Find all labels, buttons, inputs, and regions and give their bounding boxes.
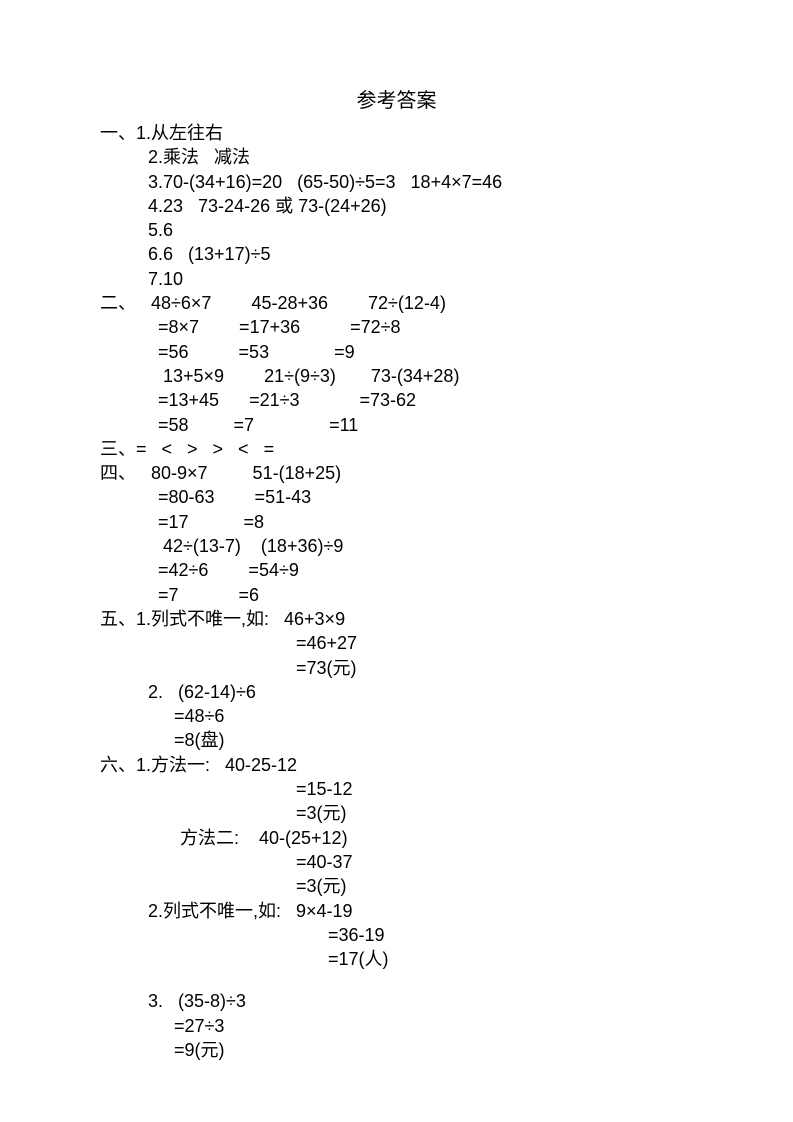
section6-p1-line1: 六、1.方法一: 40-25-12 — [100, 753, 693, 777]
section2-row5: =13+45 =21÷3 =73-62 — [100, 388, 693, 412]
section6-p1-l5: =40-37 — [100, 850, 693, 874]
section6-p2-l2: =36-19 — [100, 923, 693, 947]
section4-row3: =17 =8 — [100, 510, 693, 534]
section5-p1-l2: =46+27 — [100, 631, 693, 655]
page-title: 参考答案 — [100, 88, 693, 115]
section4-row1: 80-9×7 51-(18+25) — [136, 463, 341, 483]
section1-line1: 一、1.从左往右 — [100, 121, 693, 145]
section5-p1-l3: =73(元) — [100, 656, 693, 680]
section2-row3: =56 =53 =9 — [100, 340, 693, 364]
section6-p3-l1: 3. (35-8)÷3 — [100, 989, 693, 1013]
section4-row2: =80-63 =51-43 — [100, 485, 693, 509]
section2-row1: 48÷6×7 45-28+36 72÷(12-4) — [136, 293, 446, 313]
section1-item6: 6.6 (13+17)÷5 — [100, 242, 693, 266]
section4-line1: 四、 80-9×7 51-(18+25) — [100, 461, 693, 485]
section2-line1: 二、 48÷6×7 45-28+36 72÷(12-4) — [100, 291, 693, 315]
section5-p2-l3: =8(盘) — [100, 728, 693, 752]
section1-item2: 2.乘法 减法 — [100, 145, 693, 169]
section3-content: = < > > < = — [136, 439, 274, 459]
section1-item4: 4.23 73-24-26 或 73-(24+26) — [100, 194, 693, 218]
section6-p1-l1: 1.方法一: 40-25-12 — [136, 755, 297, 775]
section6-p3-l2: =27÷3 — [100, 1014, 693, 1038]
section6-p1-l3: =3(元) — [100, 801, 693, 825]
section5-p1-l1: 1.列式不唯一,如: 46+3×9 — [136, 609, 345, 629]
section1-item7: 7.10 — [100, 267, 693, 291]
section5-p2-l2: =48÷6 — [100, 704, 693, 728]
section1-item1: 1.从左往右 — [136, 123, 223, 143]
section5-p1-line1: 五、1.列式不唯一,如: 46+3×9 — [100, 607, 693, 631]
section1-item3: 3.70-(34+16)=20 (65-50)÷5=3 18+4×7=46 — [100, 170, 693, 194]
section5-label: 五、 — [100, 609, 136, 629]
section6-p3-l3: =9(元) — [100, 1038, 693, 1062]
section6-label: 六、 — [100, 755, 136, 775]
section6-p1-l2: =15-12 — [100, 777, 693, 801]
section4-label: 四、 — [100, 463, 136, 483]
section3-line: 三、= < > > < = — [100, 437, 693, 461]
section2-row4: 13+5×9 21÷(9÷3) 73-(34+28) — [100, 364, 693, 388]
section5-p2-l1: 2. (62-14)÷6 — [100, 680, 693, 704]
section1-label: 一、 — [100, 123, 136, 143]
section4-row4: 42÷(13-7) (18+36)÷9 — [100, 534, 693, 558]
blank-line — [100, 971, 693, 989]
section2-row6: =58 =7 =11 — [100, 413, 693, 437]
section6-p2-l3: =17(人) — [100, 947, 693, 971]
section2-label: 二、 — [100, 293, 136, 313]
section4-row5: =42÷6 =54÷9 — [100, 558, 693, 582]
section1-item5: 5.6 — [100, 218, 693, 242]
section3-label: 三、 — [100, 439, 136, 459]
section6-p1-l6: =3(元) — [100, 874, 693, 898]
section6-p1-l4: 方法二: 40-(25+12) — [100, 826, 693, 850]
section2-row2: =8×7 =17+36 =72÷8 — [100, 315, 693, 339]
section6-p2-l1: 2.列式不唯一,如: 9×4-19 — [100, 899, 693, 923]
section4-row6: =7 =6 — [100, 583, 693, 607]
